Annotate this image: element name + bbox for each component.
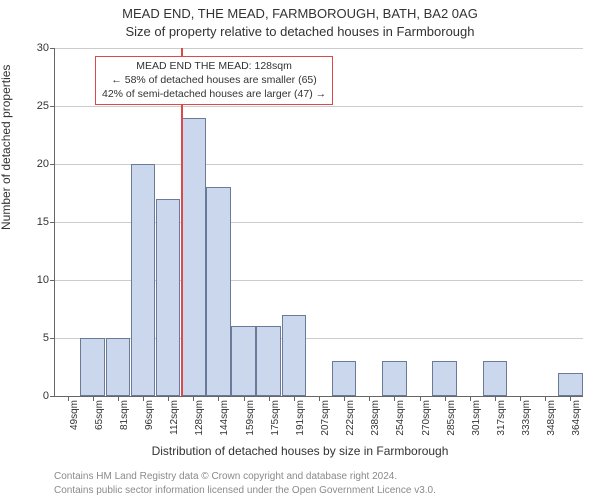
x-axis-label: Distribution of detached houses by size … bbox=[0, 444, 600, 458]
x-tick-label: 112sqm bbox=[169, 396, 180, 435]
x-tick-label: 348sqm bbox=[546, 396, 557, 436]
y-tick-label: 15 bbox=[37, 216, 55, 228]
x-tick-label: 222sqm bbox=[345, 396, 356, 436]
x-tick-label: 81sqm bbox=[119, 396, 130, 430]
bar bbox=[382, 361, 407, 396]
bar bbox=[131, 164, 156, 396]
bar bbox=[256, 326, 281, 396]
y-tick-label: 30 bbox=[37, 42, 55, 54]
gridline bbox=[55, 106, 583, 107]
x-tick-label: 49sqm bbox=[69, 396, 80, 430]
x-tick-label: 128sqm bbox=[194, 396, 205, 436]
y-tick-label: 5 bbox=[43, 332, 55, 344]
annotation-box: MEAD END THE MEAD: 128sqm← 58% of detach… bbox=[95, 56, 333, 105]
bar bbox=[80, 338, 105, 396]
chart-container: MEAD END, THE MEAD, FARMBOROUGH, BATH, B… bbox=[0, 0, 600, 500]
x-tick-label: 301sqm bbox=[471, 396, 482, 436]
x-tick-label: 65sqm bbox=[94, 396, 105, 430]
annotation-line: 42% of semi-detached houses are larger (… bbox=[102, 87, 326, 101]
gridline bbox=[55, 48, 583, 49]
bar bbox=[231, 326, 256, 396]
annotation-line: MEAD END THE MEAD: 128sqm bbox=[102, 59, 326, 73]
x-tick-label: 238sqm bbox=[370, 396, 381, 436]
y-tick-label: 10 bbox=[37, 274, 55, 286]
bar bbox=[332, 361, 357, 396]
bar bbox=[106, 338, 131, 396]
chart-title-line1: MEAD END, THE MEAD, FARMBOROUGH, BATH, B… bbox=[0, 6, 600, 21]
y-tick-label: 25 bbox=[37, 100, 55, 112]
bar bbox=[282, 315, 307, 396]
x-tick-label: 364sqm bbox=[571, 396, 582, 436]
x-tick-label: 159sqm bbox=[245, 396, 256, 436]
y-axis-label: Number of detached properties bbox=[0, 65, 13, 230]
bar bbox=[558, 373, 583, 396]
x-tick-label: 333sqm bbox=[521, 396, 532, 436]
bar bbox=[156, 199, 181, 396]
x-tick-label: 285sqm bbox=[446, 396, 457, 436]
bar bbox=[206, 187, 231, 396]
footnote-line2: Contains public sector information licen… bbox=[54, 485, 436, 496]
chart-title-line2: Size of property relative to detached ho… bbox=[0, 24, 600, 39]
x-tick-label: 191sqm bbox=[295, 396, 306, 436]
x-tick-label: 207sqm bbox=[320, 396, 331, 436]
bar bbox=[483, 361, 508, 396]
footnote-line1: Contains HM Land Registry data © Crown c… bbox=[54, 471, 397, 482]
y-tick-label: 0 bbox=[43, 390, 55, 402]
bar bbox=[432, 361, 457, 396]
plot-area: 05101520253049sqm65sqm81sqm96sqm112sqm12… bbox=[54, 48, 583, 397]
x-tick-label: 317sqm bbox=[496, 396, 507, 436]
annotation-line: ← 58% of detached houses are smaller (65… bbox=[102, 73, 326, 87]
x-tick-label: 144sqm bbox=[219, 396, 230, 436]
bar bbox=[181, 118, 206, 396]
x-tick-label: 254sqm bbox=[395, 396, 406, 436]
y-tick-label: 20 bbox=[37, 158, 55, 170]
x-tick-label: 96sqm bbox=[144, 396, 155, 430]
x-tick-label: 270sqm bbox=[421, 396, 432, 436]
x-tick-label: 175sqm bbox=[270, 396, 281, 436]
